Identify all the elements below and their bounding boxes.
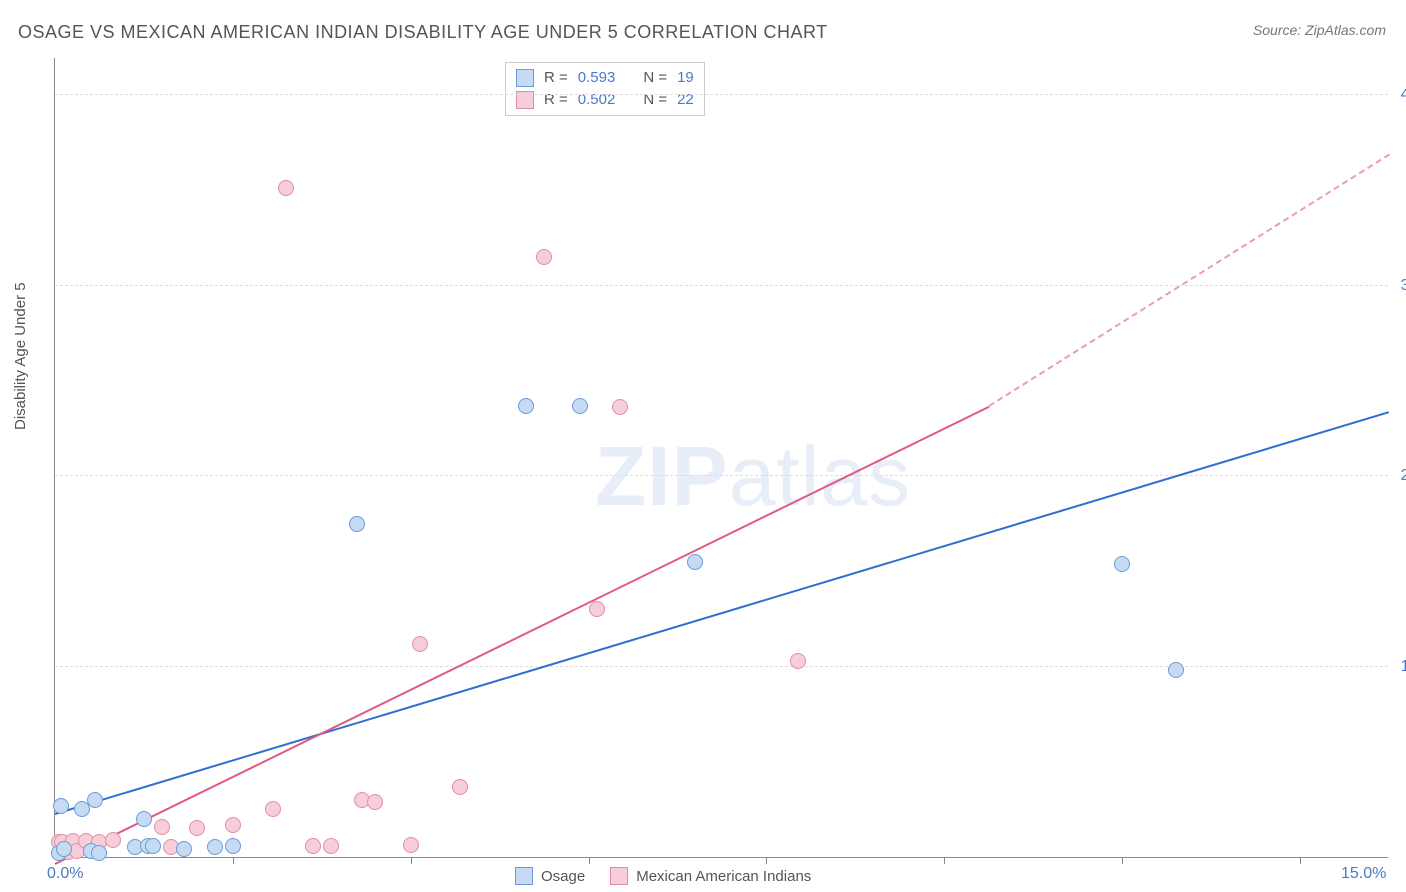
legend-row: R = 0.593 N = 19 <box>516 67 694 89</box>
data-point-mex <box>323 838 339 854</box>
chart-container: OSAGE VS MEXICAN AMERICAN INDIAN DISABIL… <box>0 0 1406 892</box>
x-tick <box>766 857 767 864</box>
y-tick-label: 40.0% <box>1401 86 1406 104</box>
source-label: Source: ZipAtlas.com <box>1253 22 1386 38</box>
data-point-osage <box>572 398 588 414</box>
legend-label: Mexican American Indians <box>636 868 811 885</box>
x-tick <box>589 857 590 864</box>
data-point-mex <box>278 180 294 196</box>
data-point-osage <box>145 838 161 854</box>
watermark: ZIPatlas <box>595 428 911 525</box>
legend-n-value: 22 <box>677 89 694 111</box>
data-point-mex <box>536 249 552 265</box>
legend-n-label: N = <box>643 67 667 89</box>
correlation-legend: R = 0.593 N = 19 R = 0.502 N = 22 <box>505 62 705 116</box>
data-point-mex <box>189 820 205 836</box>
legend-r-value: 0.502 <box>578 89 616 111</box>
data-point-osage <box>91 845 107 861</box>
data-point-osage <box>1114 556 1130 572</box>
data-point-mex <box>589 601 605 617</box>
legend-label: Osage <box>541 868 585 885</box>
y-axis-label: Disability Age Under 5 <box>12 282 29 430</box>
data-point-osage <box>518 398 534 414</box>
x-tick <box>233 857 234 864</box>
data-point-mex <box>403 837 419 853</box>
gridline <box>55 94 1388 95</box>
data-point-mex <box>452 779 468 795</box>
x-tick <box>1300 857 1301 864</box>
data-point-mex <box>367 794 383 810</box>
x-tick <box>944 857 945 864</box>
data-point-mex <box>612 399 628 415</box>
legend-swatch <box>610 867 628 885</box>
data-point-osage <box>136 811 152 827</box>
data-point-osage <box>56 841 72 857</box>
data-point-osage <box>349 516 365 532</box>
legend-r-label: R = <box>544 89 568 111</box>
data-point-osage <box>53 798 69 814</box>
data-point-mex <box>412 636 428 652</box>
data-point-osage <box>87 792 103 808</box>
trendline-mex-extrap <box>988 154 1389 407</box>
data-point-mex <box>265 801 281 817</box>
x-tick <box>411 857 412 864</box>
legend-item: Mexican American Indians <box>610 867 811 885</box>
gridline <box>55 285 1388 286</box>
gridline <box>55 666 1388 667</box>
chart-title: OSAGE VS MEXICAN AMERICAN INDIAN DISABIL… <box>18 22 828 43</box>
data-point-osage <box>687 554 703 570</box>
legend-swatch <box>515 867 533 885</box>
legend-item: Osage <box>515 867 585 885</box>
trendline-osage <box>55 411 1390 815</box>
legend-r-label: R = <box>544 67 568 89</box>
data-point-osage <box>207 839 223 855</box>
plot-area: ZIPatlas R =0.593N =19R =0.502N =22 Osag… <box>54 58 1388 858</box>
data-point-mex <box>305 838 321 854</box>
series-legend: Osage Mexican American Indians <box>515 867 811 885</box>
legend-swatch <box>516 69 534 87</box>
gridline <box>55 475 1388 476</box>
y-tick-label: 30.0% <box>1401 277 1406 295</box>
x-tick-label: 0.0% <box>47 865 83 883</box>
legend-n-value: 19 <box>677 67 694 89</box>
legend-r-value: 0.593 <box>578 67 616 89</box>
legend-n-label: N = <box>643 89 667 111</box>
data-point-mex <box>105 832 121 848</box>
x-tick-label: 15.0% <box>1341 865 1386 883</box>
legend-row: R = 0.502 N = 22 <box>516 89 694 111</box>
data-point-osage <box>176 841 192 857</box>
x-tick <box>1122 857 1123 864</box>
data-point-mex <box>154 819 170 835</box>
y-tick-label: 20.0% <box>1401 467 1406 485</box>
data-point-osage <box>225 838 241 854</box>
data-point-mex <box>225 817 241 833</box>
data-point-osage <box>1168 662 1184 678</box>
y-tick-label: 10.0% <box>1401 658 1406 676</box>
data-point-mex <box>790 653 806 669</box>
